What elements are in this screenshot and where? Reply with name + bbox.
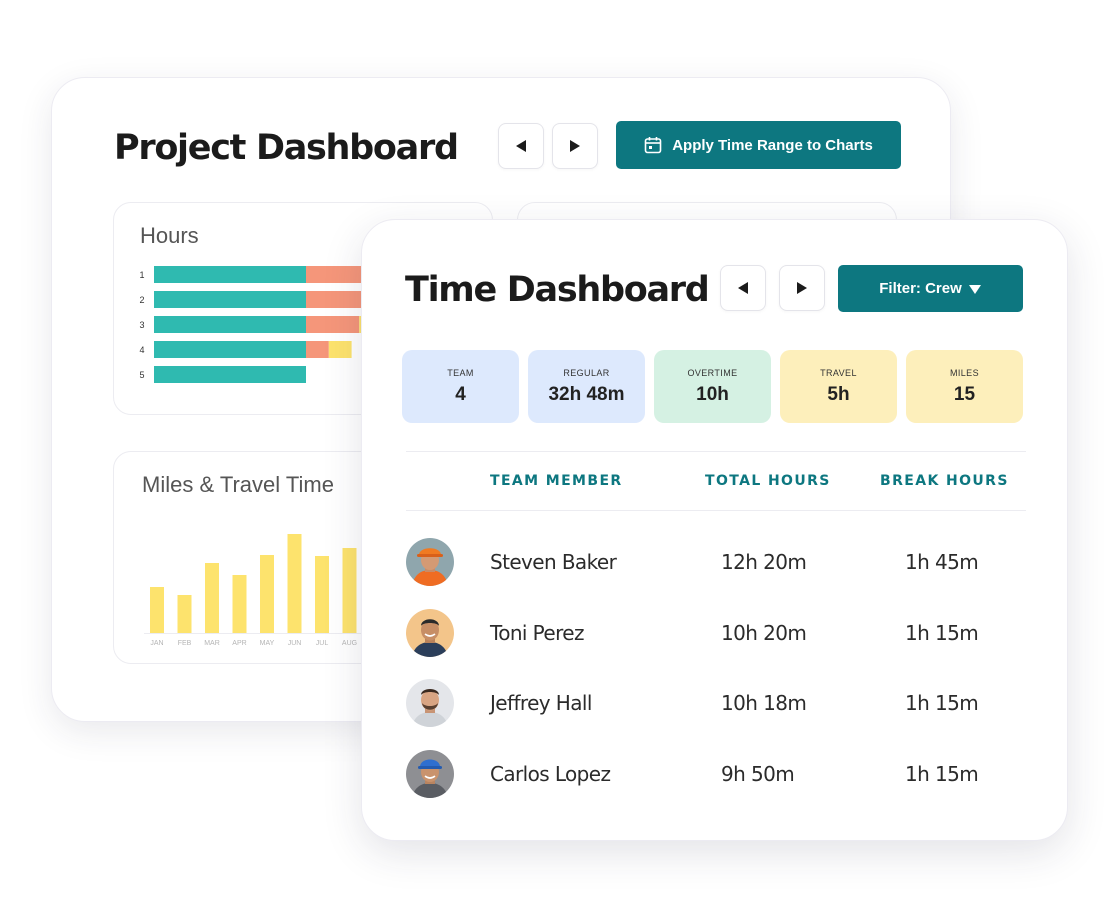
hours-chart-title: Hours <box>140 223 199 248</box>
stat-value: 5h <box>827 383 850 405</box>
chevron-right-icon <box>797 282 807 294</box>
stat-label: TRAVEL <box>820 367 857 378</box>
hours-tick-label: 2 <box>139 295 144 305</box>
hours-tick-label: 3 <box>139 320 144 330</box>
hours-tick-label: 1 <box>139 270 144 280</box>
hours-tick-label: 4 <box>139 345 144 355</box>
miles-tick-label: FEB <box>178 640 192 647</box>
break-hours-value: 1h 15m <box>905 762 979 786</box>
miles-bar <box>205 563 219 633</box>
table-header-divider <box>406 510 1026 511</box>
stat-label: TEAM <box>447 367 474 378</box>
hours-bar-segment <box>306 341 329 358</box>
miles-bar <box>342 548 357 633</box>
total-hours-value: 9h 50m <box>721 762 795 786</box>
table-row[interactable]: Carlos Lopez 9h 50m 1h 15m <box>406 750 1026 798</box>
calendar-icon <box>644 137 662 154</box>
table-row[interactable]: Steven Baker 12h 20m 1h 45m <box>406 538 1026 586</box>
stat-team: TEAM 4 <box>402 350 519 423</box>
stat-value: 15 <box>953 383 976 405</box>
member-name: Steven Baker <box>490 550 617 574</box>
chevron-left-icon <box>738 282 748 294</box>
column-header-break-hours: BREAK HOURS <box>880 473 1009 489</box>
miles-tick-label: JAN <box>150 640 163 647</box>
caret-down-icon <box>968 284 981 294</box>
miles-bar <box>315 556 329 633</box>
project-prev-button[interactable] <box>498 123 544 169</box>
avatar-hardhat-icon <box>406 538 454 586</box>
hours-bar-segment <box>154 366 306 383</box>
miles-tick-label: JUL <box>316 640 329 647</box>
total-hours-value: 10h 20m <box>721 621 807 645</box>
stat-travel: TRAVEL 5h <box>780 350 897 423</box>
miles-bar <box>260 555 274 633</box>
break-hours-value: 1h 15m <box>905 621 979 645</box>
hours-bar-segment <box>154 316 306 333</box>
table-top-divider <box>406 451 1026 452</box>
miles-chart-title: Miles & Travel Time <box>142 472 334 497</box>
avatar-icon <box>406 679 454 727</box>
member-name: Jeffrey Hall <box>490 691 592 715</box>
avatar-cap-icon <box>406 750 454 798</box>
miles-tick-label: APR <box>232 640 246 647</box>
time-prev-button[interactable] <box>720 265 766 311</box>
stat-label: REGULAR <box>563 367 610 378</box>
total-hours-value: 12h 20m <box>721 550 807 574</box>
time-dashboard-title: Time Dashboard <box>405 270 710 310</box>
miles-bar <box>177 595 192 633</box>
miles-chart: JAN FEB MAR APR MAY JUN JUL AUG <box>144 534 492 647</box>
time-next-button[interactable] <box>779 265 825 311</box>
stat-miles: MILES 15 <box>906 350 1023 423</box>
table-row[interactable]: Jeffrey Hall 10h 18m 1h 15m <box>406 679 1026 727</box>
chevron-left-icon <box>516 140 526 152</box>
avatar-icon <box>406 609 454 657</box>
miles-tick-label: MAR <box>204 640 220 647</box>
stat-label: OVERTIME <box>687 367 738 378</box>
miles-bar <box>232 575 247 633</box>
apply-time-range-button[interactable]: Apply Time Range to Charts <box>616 121 901 169</box>
stat-label: MILES <box>949 367 979 378</box>
apply-button-label: Apply Time Range to Charts <box>672 136 873 154</box>
stat-value: 10h <box>696 383 729 405</box>
project-dashboard-title: Project Dashboard <box>114 128 459 168</box>
break-hours-value: 1h 15m <box>905 691 979 715</box>
hours-bar-segment <box>154 341 306 358</box>
hours-bar-segment <box>154 291 306 308</box>
miles-tick-label: MAY <box>260 640 275 647</box>
project-next-button[interactable] <box>552 123 598 169</box>
hours-bar-segment <box>306 316 360 333</box>
stats-row: TEAM 4 REGULAR 32h 48m OVERTIME 10h TRAV… <box>402 350 1023 423</box>
miles-bar <box>150 587 164 633</box>
miles-tick-label: JUN <box>288 640 302 647</box>
chevron-right-icon <box>570 140 580 152</box>
time-dashboard-card: Time Dashboard Filter: Crew TEAM 4 REGUL… <box>361 219 1068 841</box>
total-hours-value: 10h 18m <box>721 691 807 715</box>
member-name: Toni Perez <box>490 621 584 645</box>
column-header-team-member: TEAM MEMBER <box>490 473 623 489</box>
hours-bar-segment <box>154 266 306 283</box>
miles-tick-label: AUG <box>342 640 357 647</box>
hours-bar-segment <box>328 341 352 358</box>
stat-value: 4 <box>455 383 466 405</box>
stat-regular: REGULAR 32h 48m <box>528 350 645 423</box>
hours-tick-label: 5 <box>139 370 144 380</box>
stat-value: 32h 48m <box>548 383 625 405</box>
break-hours-value: 1h 45m <box>905 550 979 574</box>
filter-crew-button[interactable]: Filter: Crew <box>838 265 1023 312</box>
column-header-total-hours: TOTAL HOURS <box>705 473 831 489</box>
member-name: Carlos Lopez <box>490 762 611 786</box>
table-row[interactable]: Toni Perez 10h 20m 1h 15m <box>406 609 1026 657</box>
stat-overtime: OVERTIME 10h <box>654 350 771 423</box>
filter-button-label: Filter: Crew <box>879 280 962 297</box>
miles-bar <box>287 534 302 633</box>
